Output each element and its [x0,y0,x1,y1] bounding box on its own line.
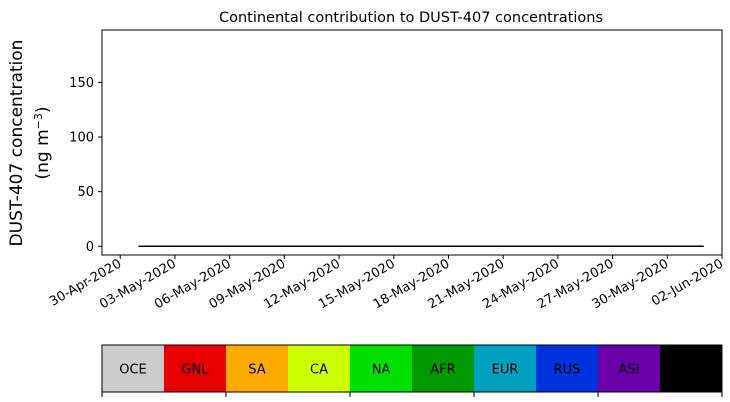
legend-swatch-aus [660,345,722,392]
legend-swatch-na [350,345,412,392]
y-axis-label-unit-prefix: (ng m [33,129,53,179]
y-tick-label: 0 [86,240,94,255]
legend-frame [101,344,723,393]
legend-label-oce: OCE [119,363,147,378]
y-tick-label: 50 [77,185,94,200]
legend-label-rus: RUS [554,363,581,378]
legend-label-gnl: GNL [181,363,209,378]
legend-swatch-gnl [164,345,226,392]
legend-swatch-afr [412,345,474,392]
legend-label-asi: ASI [619,363,640,378]
legend-label-afr: AFR [430,363,455,378]
x-axis: 30-Apr-202003-May-202006-May-202009-May-… [47,255,726,312]
chart-title: Continental contribution to DUST-407 con… [219,10,603,26]
legend-swatch-ca [288,345,350,392]
legend-swatch-oce [102,345,164,392]
y-axis: 0 50 100 150 [69,76,102,255]
y-axis-label-line1: DUST-407 concentration [7,40,27,247]
legend-label-ca: CA [310,363,328,378]
y-tick-label: 150 [69,76,94,91]
y-tick-label: 100 [69,131,94,146]
legend-colorbar: OCE GNL SA CA NA AFR EUR RUS ASI AUS [101,344,723,397]
y-axis-label-unit-suffix: ) [33,106,53,113]
legend-swatch-sa [226,345,288,392]
y-axis-label: DUST-407 concentration (ng m−3) [7,40,53,247]
legend-swatch-asi [598,345,660,392]
legend-swatch-rus [536,345,598,392]
legend-swatch-eur [474,345,536,392]
y-axis-label-unit-sup: −3 [32,113,45,129]
legend-label-aus: AUS [678,363,705,378]
y-axis-label-line2: (ng m−3) [32,106,54,179]
plot-frame [101,29,723,256]
legend-label-na: NA [372,363,391,378]
legend-label-sa: SA [248,363,265,378]
legend-label-eur: EUR [492,363,519,378]
